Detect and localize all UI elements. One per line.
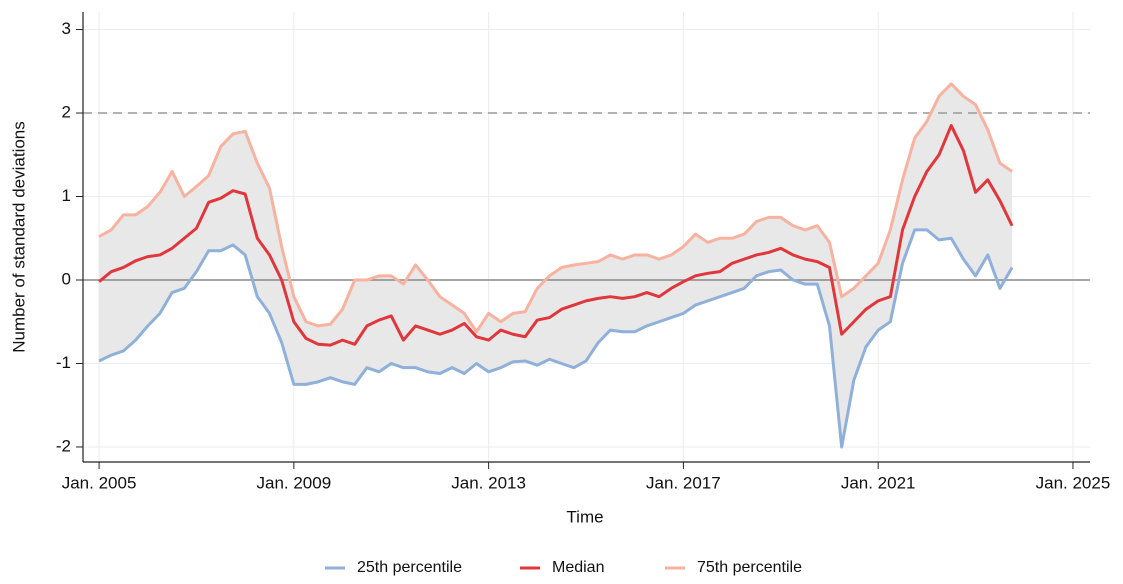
band [99,83,1013,447]
line-series [98,228,1014,449]
y-tick-label: 0 [62,269,71,288]
x-tick-label: Jan. 2005 [62,473,137,492]
line-series [98,82,1013,334]
legend-label: 75th percentile [697,559,802,576]
legend-label: 25th percentile [357,559,462,576]
line-series [98,124,1014,347]
y-tick-label: -2 [56,436,71,455]
y-tick-label: 3 [62,19,71,38]
y-tick-label: 2 [62,103,71,122]
x-axis-label: Time [566,507,603,526]
y-axis-label: Number of standard deviations [9,121,28,353]
legend-label: Median [552,559,604,576]
x-tick-label: Jan. 2009 [257,473,332,492]
x-tick-label: Jan. 2013 [451,473,526,492]
y-tick-label: 1 [62,186,71,205]
x-tick-label: Jan. 2025 [1036,473,1111,492]
y-tick-label: -1 [56,353,71,372]
x-tick-label: Jan. 2021 [841,473,916,492]
x-tick-label: Jan. 2017 [646,473,721,492]
